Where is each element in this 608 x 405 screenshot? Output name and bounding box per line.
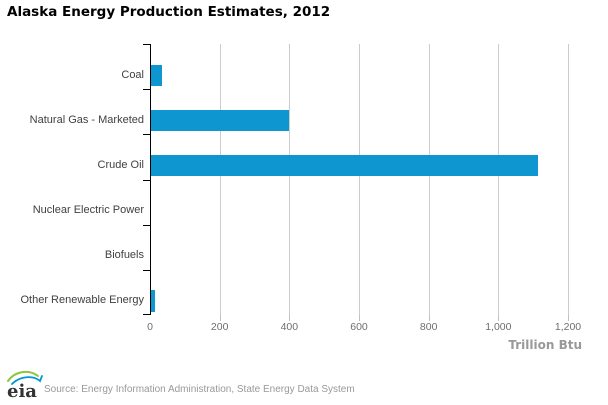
x-axis-title: Trillion Btu (508, 338, 582, 352)
eia-logo: eia (7, 370, 43, 401)
y-axis-tick-mark (143, 89, 150, 91)
gridline (428, 44, 430, 315)
x-tick-label: 400 (280, 321, 299, 333)
x-axis-tick-mark (568, 315, 569, 321)
x-tick-label: 1,000 (485, 321, 512, 333)
gridline (219, 44, 221, 315)
category-label: Other Renewable Energy (20, 294, 144, 307)
gridline (568, 44, 569, 315)
logo-green-arc (7, 370, 39, 382)
category-label: Biofuels (104, 249, 144, 262)
x-tick-label: 200 (210, 321, 229, 333)
y-axis-tick-mark (143, 314, 150, 315)
y-axis-tick-mark (143, 224, 150, 226)
y-axis-tick-mark (143, 179, 150, 181)
category-label: Coal (121, 68, 144, 81)
y-axis-tick-mark (143, 134, 150, 136)
chart-title: Alaska Energy Production Estimates, 2012 (7, 4, 331, 20)
bar-other-renewable-energy (151, 290, 156, 312)
x-tick-label: 800 (419, 321, 438, 333)
gridline (359, 44, 360, 315)
x-axis-tick-mark (498, 315, 500, 321)
y-axis-line (150, 44, 151, 315)
y-axis-tick-mark (143, 269, 150, 271)
x-axis-tick-mark (219, 315, 221, 321)
bar-coal (151, 64, 162, 86)
x-tick-label: 600 (350, 321, 368, 333)
gridline (289, 44, 291, 315)
x-axis-tick-mark (359, 315, 360, 321)
x-axis-tick-mark (289, 315, 291, 321)
bar-natural-gas-marketed (151, 109, 289, 132)
x-tick-label: 1,200 (554, 321, 582, 333)
category-axis-labels: Coal Natural Gas - Marketed Crude Oil Nucle… (0, 44, 144, 315)
category-label: Nuclear Electric Power (32, 204, 144, 216)
y-axis-tick-mark (143, 44, 150, 45)
x-axis-tick-mark (428, 315, 430, 321)
x-tick-label: 0 (147, 321, 153, 333)
x-axis-tick-labels: 0 200 400 600 800 1,000 1,200 (147, 321, 590, 335)
logo-blue-arc (11, 375, 43, 385)
logo-text: eia (7, 381, 37, 401)
category-label: Crude Oil (97, 158, 144, 171)
plot-area (143, 44, 578, 321)
source-text: Source: Energy Information Administratio… (44, 384, 355, 395)
category-label: Natural Gas - Marketed (29, 113, 144, 126)
gridline (498, 44, 500, 315)
bar-crude-oil (151, 154, 539, 177)
